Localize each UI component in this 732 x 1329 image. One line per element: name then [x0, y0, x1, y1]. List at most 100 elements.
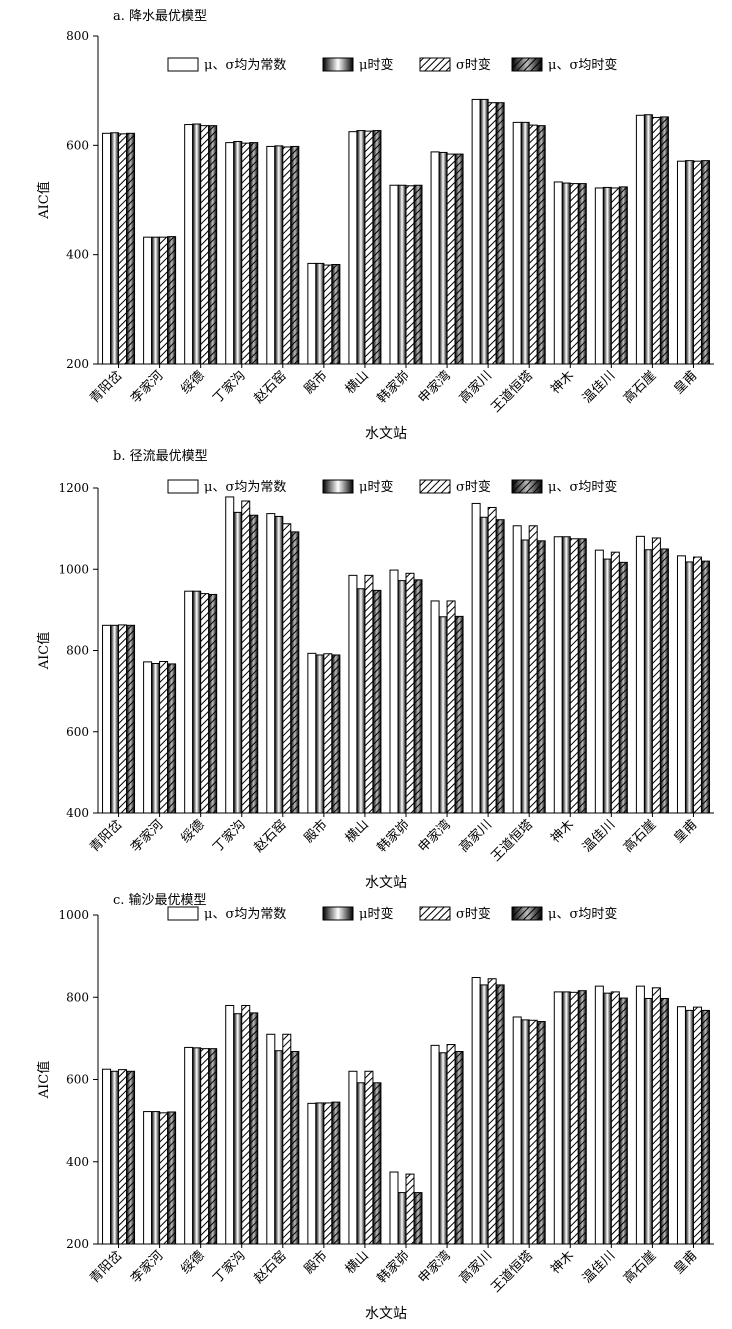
bar--7: [405, 185, 415, 365]
bar--9: [487, 978, 497, 1245]
bar--1: [151, 236, 161, 365]
legend-label-mu: μ时变: [359, 906, 393, 922]
bar--5: [315, 262, 325, 365]
bar-hatch-overlay: [331, 654, 340, 813]
bar--8: [446, 600, 456, 814]
bar--14: [676, 160, 686, 365]
bar-hatch-overlay: [496, 984, 505, 1244]
legend-label-const: μ、σ均为常数: [204, 907, 286, 922]
x-tick-label: 高石崖: [620, 368, 659, 407]
bar--8: [446, 1044, 456, 1245]
bar--11: [561, 991, 571, 1245]
bar--10: [520, 539, 530, 814]
bar--1: [143, 236, 153, 365]
bar--12: [594, 985, 604, 1245]
bar-hatch-overlay: [701, 160, 710, 364]
bar-hatch-overlay: [701, 561, 710, 813]
bar--5: [323, 264, 333, 365]
x-tick-label: 赵石窑: [251, 368, 290, 407]
y-tick-label: 600: [66, 138, 89, 152]
bar--3: [241, 1004, 251, 1245]
x-tick-label: 丁家沟: [210, 368, 249, 407]
bar-hatch-overlay: [578, 538, 587, 813]
x-tick-label: 绥德: [178, 1248, 207, 1277]
bar-hatch-overlay: [496, 102, 505, 365]
bar--14: [684, 561, 694, 814]
bar--12: [594, 187, 604, 365]
bar-hatch-overlay: [578, 990, 587, 1244]
bar--14: [692, 1006, 702, 1245]
bar--7: [405, 572, 415, 814]
legend-swatch-mu: [322, 906, 354, 921]
y-tick-label: 400: [66, 248, 89, 262]
bar-hatch-overlay: [372, 130, 381, 364]
x-tick-label: 温佳川: [580, 1248, 618, 1286]
legend-swatch-sigma: [419, 479, 451, 494]
bar--2: [192, 123, 202, 365]
bar-hatch-overlay: [290, 1051, 299, 1244]
legend-swatch-const: [167, 57, 199, 72]
bar--3: [241, 142, 251, 365]
bar-hatch-overlay: [372, 1082, 381, 1244]
bar--2: [184, 124, 194, 365]
bar-hatch-overlay: [208, 125, 217, 364]
bar--11: [569, 538, 579, 814]
bar--6: [356, 1082, 366, 1245]
x-tick-label: 青阳岔: [87, 1248, 125, 1286]
bar--0: [110, 132, 120, 365]
bar--14: [692, 160, 702, 365]
bar--11: [561, 536, 571, 814]
x-tick-label: 横山: [343, 368, 372, 397]
legend-label-const: μ、σ均为常数: [204, 480, 286, 495]
bar--9: [471, 502, 481, 814]
bar--11: [569, 991, 579, 1245]
bar--1: [151, 1111, 161, 1245]
x-tick-label: 王道恒塔: [489, 817, 536, 864]
y-tick-label: 1200: [58, 481, 89, 495]
bar--3: [241, 500, 251, 814]
bar-hatch-overlay: [619, 186, 628, 364]
bar--12: [602, 992, 612, 1245]
x-tick-label: 神木: [548, 368, 577, 397]
bar--14: [676, 555, 686, 814]
chart-title: b. 径流最优模型: [113, 449, 208, 464]
bar--0: [102, 132, 112, 365]
bar--5: [323, 653, 333, 814]
x-tick-label: 绥德: [178, 368, 207, 397]
bar--10: [512, 1016, 522, 1245]
chart-legend: μ、σ均为常数 μ时变 σ时变 μ、σ均时变: [167, 479, 617, 495]
x-tick-label: 高家川: [456, 1248, 495, 1287]
bar--4: [274, 145, 284, 365]
bar--7: [405, 1173, 415, 1245]
x-tick-label: 赵石窑: [251, 817, 290, 856]
x-tick-label: 温佳川: [580, 817, 618, 855]
bar-hatch-overlay: [249, 142, 258, 364]
x-tick-label: 高石崖: [620, 817, 659, 856]
bar--2: [200, 1048, 210, 1245]
y-axis-label: AIC值: [36, 632, 52, 670]
bar--10: [528, 525, 538, 814]
bar--10: [528, 1019, 538, 1245]
y-axis-label: AIC值: [36, 1061, 52, 1099]
bar--12: [602, 558, 612, 814]
x-tick-label: 青阳岔: [87, 368, 125, 406]
x-tick-label: 神木: [548, 817, 577, 846]
chart-title: a. 降水最优模型: [113, 9, 207, 24]
x-tick-label: 李家河: [128, 1248, 167, 1287]
bar--2: [192, 590, 202, 814]
x-tick-label: 王道恒塔: [489, 368, 536, 415]
x-axis-label: 水文站: [365, 1306, 407, 1322]
x-tick-label: 高家川: [456, 368, 495, 407]
bar--4: [282, 146, 292, 365]
legend-label-const: μ、σ均为常数: [204, 58, 286, 73]
bar--5: [315, 654, 325, 814]
bar-hatch-overlay: [537, 125, 546, 364]
bar--7: [397, 580, 407, 814]
x-tick-label: 皇甫: [671, 1248, 700, 1277]
bar--6: [348, 574, 358, 814]
bar--8: [430, 1044, 440, 1245]
bar--6: [356, 588, 366, 814]
bar-hatch-overlay: [660, 998, 669, 1244]
